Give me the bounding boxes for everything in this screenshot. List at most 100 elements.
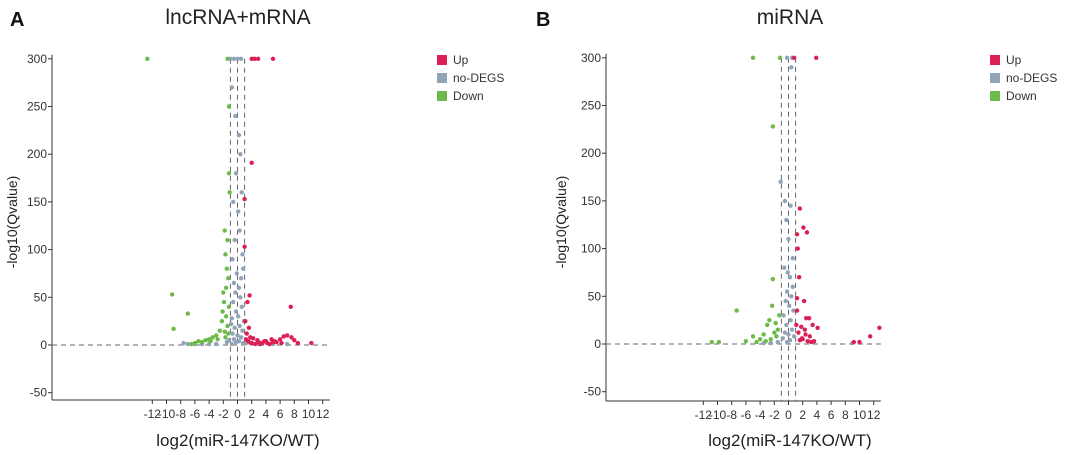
point-up bbox=[791, 55, 797, 60]
point-no-degs bbox=[231, 56, 237, 61]
point-no-degs bbox=[789, 327, 795, 332]
point-no-degs bbox=[229, 316, 235, 321]
point-down bbox=[757, 337, 763, 342]
point-up bbox=[877, 325, 882, 330]
x-tick-label: 2 bbox=[799, 408, 806, 422]
x-tick-label: -10 bbox=[158, 407, 176, 421]
point-no-degs bbox=[285, 341, 290, 347]
point-no-degs bbox=[233, 309, 239, 314]
point-down bbox=[192, 340, 198, 346]
x-tick-label: 4 bbox=[814, 408, 821, 422]
point-up bbox=[815, 325, 820, 330]
point-down bbox=[145, 56, 150, 61]
point-down bbox=[734, 308, 739, 313]
y-tick-label: 200 bbox=[27, 147, 47, 161]
point-no-degs bbox=[236, 314, 241, 319]
point-up bbox=[801, 298, 807, 304]
y-axis-title: -log10(Qvalue) bbox=[4, 176, 20, 269]
x-tick-label: -2 bbox=[218, 407, 229, 421]
point-down bbox=[208, 338, 213, 344]
point-down bbox=[772, 330, 777, 335]
point-up bbox=[802, 327, 808, 332]
point-no-degs bbox=[185, 341, 190, 347]
point-no-degs bbox=[228, 321, 234, 327]
point-no-degs bbox=[235, 56, 240, 61]
point-no-degs bbox=[181, 340, 186, 346]
y-tick-label: 300 bbox=[27, 52, 47, 66]
point-no-degs bbox=[231, 299, 236, 305]
x-tick-label: -10 bbox=[709, 408, 727, 422]
point-down bbox=[226, 104, 232, 109]
legend-label: no-DEGS bbox=[1006, 71, 1057, 85]
point-down bbox=[199, 339, 205, 345]
x-tick-label: 6 bbox=[828, 408, 835, 422]
y-tick-label: 100 bbox=[581, 242, 601, 256]
point-no-degs bbox=[237, 228, 242, 233]
point-up bbox=[277, 337, 283, 342]
point-up bbox=[803, 332, 808, 337]
point-up bbox=[243, 318, 248, 324]
point-no-degs bbox=[238, 335, 244, 340]
x-tick-label: 0 bbox=[234, 407, 241, 421]
x-tick-label: 8 bbox=[842, 408, 849, 422]
legend-label: no-DEGS bbox=[453, 71, 504, 85]
point-down bbox=[225, 237, 230, 243]
point-no-degs bbox=[786, 236, 791, 242]
point-no-degs bbox=[240, 252, 245, 257]
point-no-degs bbox=[229, 341, 235, 347]
point-no-degs bbox=[233, 290, 238, 295]
point-no-degs bbox=[238, 276, 244, 281]
x-tick-label: 10 bbox=[853, 408, 867, 422]
point-up bbox=[270, 56, 276, 61]
point-up bbox=[279, 340, 284, 346]
point-no-degs bbox=[781, 313, 786, 318]
point-up bbox=[799, 336, 805, 341]
point-no-degs bbox=[236, 209, 241, 214]
point-up bbox=[255, 338, 260, 343]
point-down bbox=[754, 339, 759, 345]
point-down bbox=[223, 335, 228, 340]
point-no-degs bbox=[788, 317, 793, 323]
point-down bbox=[761, 332, 766, 337]
point-up bbox=[795, 246, 800, 251]
point-no-degs bbox=[782, 330, 788, 335]
point-no-degs bbox=[789, 294, 794, 299]
point-no-degs bbox=[224, 339, 230, 345]
x-tick-label: -8 bbox=[175, 407, 186, 421]
point-no-degs bbox=[230, 331, 235, 336]
point-no-degs bbox=[784, 55, 790, 60]
point-down bbox=[169, 292, 175, 297]
point-down bbox=[227, 190, 232, 195]
x-tick-label: 12 bbox=[316, 407, 330, 421]
chart-title: lncRNA+mRNA bbox=[165, 6, 310, 29]
point-down bbox=[223, 314, 229, 319]
point-no-degs bbox=[784, 339, 790, 345]
point-up bbox=[801, 225, 806, 230]
point-up bbox=[288, 304, 293, 310]
point-no-degs bbox=[240, 266, 246, 271]
x-tick-label: -12 bbox=[144, 407, 162, 421]
y-tick-label: 250 bbox=[27, 100, 47, 114]
point-down bbox=[215, 337, 220, 342]
point-up bbox=[794, 296, 800, 301]
point-up bbox=[252, 56, 257, 61]
point-down bbox=[226, 276, 231, 281]
point-no-degs bbox=[775, 339, 781, 345]
point-no-degs bbox=[785, 270, 790, 275]
point-down bbox=[220, 309, 225, 314]
point-no-degs bbox=[791, 334, 797, 339]
legend-swatch bbox=[437, 55, 447, 65]
point-down bbox=[225, 56, 230, 61]
point-no-degs bbox=[238, 152, 243, 157]
point-down bbox=[203, 338, 208, 343]
x-axis-title: log2(miR-147KO/WT) bbox=[156, 431, 319, 450]
point-down bbox=[185, 311, 190, 316]
point-up bbox=[249, 160, 254, 165]
point-up bbox=[857, 339, 862, 345]
point-no-degs bbox=[782, 265, 787, 270]
point-no-degs bbox=[229, 85, 235, 90]
point-up bbox=[813, 55, 819, 60]
point-down bbox=[777, 55, 783, 60]
point-down bbox=[709, 339, 715, 345]
point-no-degs bbox=[790, 255, 795, 261]
